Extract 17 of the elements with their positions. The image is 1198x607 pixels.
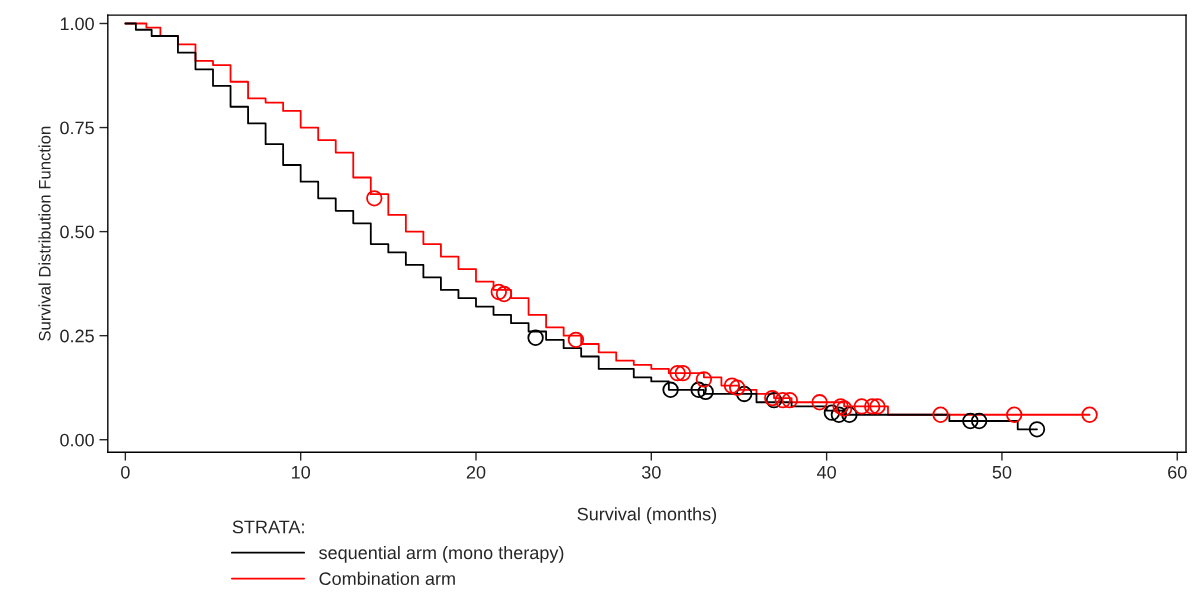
- x-tick-label: 10: [292, 465, 311, 479]
- y-tick-label: 0.25: [60, 329, 94, 343]
- y-tick-label: 0.50: [60, 225, 94, 239]
- x-tick-label: 30: [641, 465, 661, 479]
- legend-title: STRATA:: [232, 520, 304, 534]
- x-tick-label: 20: [466, 465, 486, 479]
- x-tick-label: 40: [816, 465, 836, 479]
- y-tick-label: 0.00: [60, 433, 94, 447]
- x-tick-label: 60: [1168, 465, 1187, 479]
- x-axis-title: Survival (months): [577, 507, 717, 525]
- x-tick-label: 50: [992, 465, 1012, 479]
- y-tick-label: 0.75: [60, 121, 94, 135]
- legend-label: sequential arm (mono therapy): [319, 545, 564, 563]
- x-tick-label: 0: [121, 465, 130, 479]
- y-axis-title: Survival Distribution Function: [38, 126, 51, 341]
- y-tick-label: 1.00: [60, 17, 94, 31]
- legend-label: Combination arm: [319, 571, 455, 586]
